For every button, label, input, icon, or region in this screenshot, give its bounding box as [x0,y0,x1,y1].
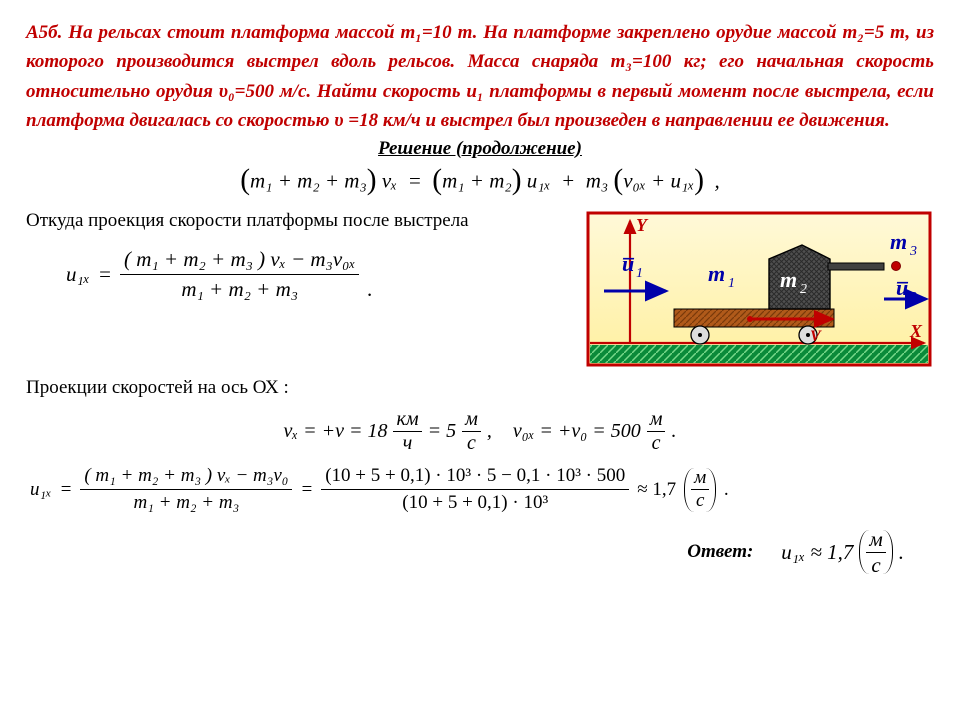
problem-text: На рельсах стоит платформа массой m₁=10 … [26,22,934,131]
proj-v0x: v₀ₓ = +v₀ = 500 [513,420,641,443]
text-block-2: Проекции скоростей на ось ОХ : [26,376,934,401]
cu-d: с [691,490,709,512]
svg-text:1: 1 [728,276,735,291]
u1d: ч [393,432,421,455]
calc-numden: (10 + 5 + 0,1) · 10³ [321,490,629,514]
au-n: м [866,527,885,553]
text2-span: Проекции скоростей на ось ОХ : [26,377,289,398]
u1n: км [393,408,421,432]
svg-text:m: m [708,261,725,286]
svg-text:m: m [780,267,797,292]
svg-text:1: 1 [636,266,643,281]
solution-header: Решение (продолжение) [26,138,934,160]
u2d: с [462,432,481,455]
calc-approx: ≈ 1,7 [637,479,676,501]
eq-lhs-v: vₓ [382,168,397,192]
proj-vx: vₓ = +v = 18 [284,420,388,443]
eq-u1x-lhs: u₁ₓ [66,262,90,287]
projection-equations: vₓ = +v = 18 кмч = 5 мс , v₀ₓ = +v₀ = 50… [26,408,934,455]
answer-value: u₁ₓ ≈ 1,7 мс . [781,530,904,574]
calc-numnum: (10 + 5 + 0,1) · 10³ · 5 − 0,1 · 10³ · 5… [321,465,629,490]
u2n: м [462,408,481,432]
eq-rhs1-masses: m₁ + m₂ [442,168,512,192]
svg-text:V: V [810,328,822,345]
physics-diagram: Y X [584,209,934,374]
momentum-equation: (m₁ + m₂ + m₃) vₓ = (m₁ + m₂) u₁ₓ + m₃ (… [26,166,934,199]
eq-rhs2-m: m₃ [586,168,608,192]
calc-lhs: u₁ₓ [30,479,52,501]
eq-rhs1-u: u₁ₓ [527,168,551,192]
svg-text:X: X [909,321,923,341]
svg-text:3: 3 [909,290,917,305]
answer-label: Ответ: [687,541,753,563]
svg-text:u̅: u̅ [622,251,635,276]
eq-u1x-num: ( m₁ + m₂ + m₃ ) vₓ − m₃v₀ₓ [120,247,360,275]
problem-statement: А5б. На рельсах стоит платформа массой m… [26,18,934,136]
u3d: с [647,432,666,455]
svg-text:2: 2 [800,282,807,297]
eq-u1x-den: m₁ + m₂ + m₃ [120,275,360,302]
calculation-equation: u₁ₓ = ( m₁ + m₂ + m₃ ) vₓ − m₃v₀ m₁ + m₂… [26,465,934,514]
cu-n: м [691,467,709,490]
eq-rhs2-paren: v₀ₓ + u₁ₓ [623,168,694,192]
calc-symden: m₁ + m₂ + m₃ [80,490,292,514]
eq-lhs-masses: m₁ + m₂ + m₃ [250,168,367,192]
svg-text:u̅: u̅ [896,275,909,300]
proj-mid: = 5 [428,420,457,443]
eq-u1x: u₁ₓ = ( m₁ + m₂ + m₃ ) vₓ − m₃v₀ₓ m₁ + m… [66,247,570,302]
u3n: м [647,408,666,432]
text-block-1: Откуда проекция скорости платформы после… [26,209,570,234]
calc-symnum: ( m₁ + m₂ + m₃ ) vₓ − m₃v₀ [80,465,292,490]
svg-text:m: m [890,229,907,254]
ans-lhs: u₁ₓ ≈ 1,7 [781,540,853,565]
problem-label: А5б. [26,22,62,43]
au-d: с [866,553,885,578]
svg-text:3: 3 [909,244,917,259]
